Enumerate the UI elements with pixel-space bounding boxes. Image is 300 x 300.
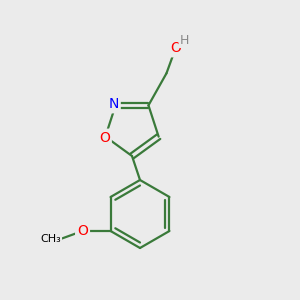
Text: CH₃: CH₃ bbox=[40, 234, 61, 244]
Text: O: O bbox=[99, 131, 110, 145]
Text: N: N bbox=[108, 97, 119, 111]
Text: H: H bbox=[180, 34, 189, 47]
Text: O: O bbox=[170, 41, 181, 55]
Text: O: O bbox=[77, 224, 88, 238]
